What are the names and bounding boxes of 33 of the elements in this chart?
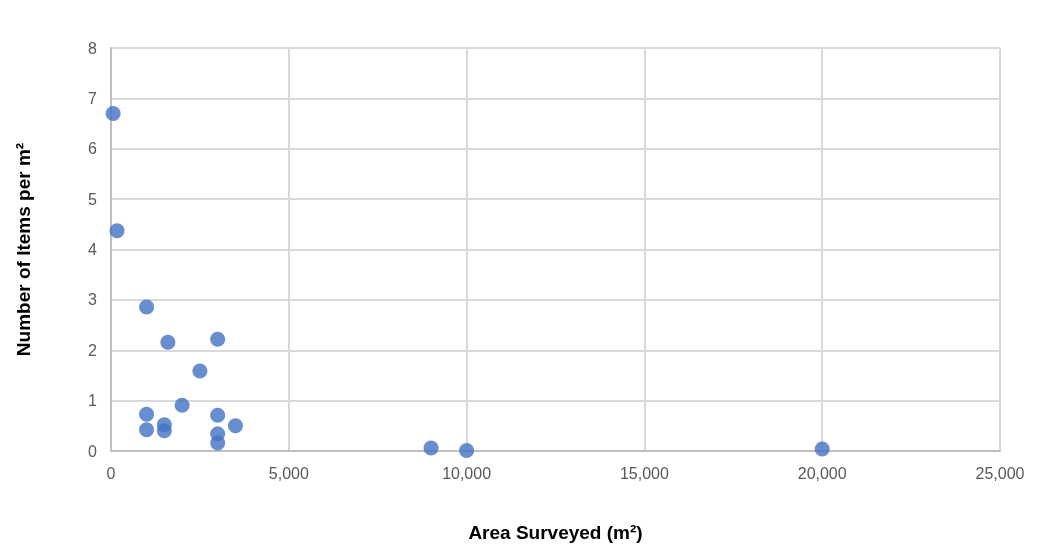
point [139, 406, 155, 422]
y-tick-label: 8 [88, 39, 98, 57]
y-tick-label: 5 [88, 190, 98, 208]
y-tick-label: 0 [88, 442, 98, 460]
point [160, 334, 176, 350]
point [105, 105, 121, 121]
point [210, 435, 226, 451]
point [459, 443, 475, 458]
x-tick-label: 15,000 [619, 464, 669, 482]
y-tick-label: 2 [88, 341, 98, 359]
x-tick-label: 20,000 [797, 464, 847, 482]
y-tick-label: 3 [88, 291, 98, 309]
point [192, 363, 208, 379]
y-tick-label: 1 [88, 392, 98, 410]
point [423, 440, 439, 456]
point [139, 299, 155, 315]
x-axis-title: Area Surveyed (m²) [468, 522, 643, 543]
point [139, 422, 155, 438]
y-tick-label: 4 [88, 241, 98, 258]
point [814, 441, 830, 457]
point [156, 423, 172, 439]
x-tick-label: 25,000 [975, 464, 1025, 482]
point [174, 397, 190, 413]
y-axis-title: Number of Items per m² [13, 142, 34, 357]
x-tick-label: 0 [106, 464, 116, 482]
y-tick-label: 7 [88, 89, 98, 107]
x-tick-label: 5,000 [268, 464, 309, 482]
y-tick-label: 6 [88, 140, 98, 158]
point [210, 407, 226, 423]
point [227, 418, 243, 434]
point [210, 331, 226, 347]
x-tick-label: 10,000 [442, 464, 492, 482]
point [109, 223, 125, 239]
